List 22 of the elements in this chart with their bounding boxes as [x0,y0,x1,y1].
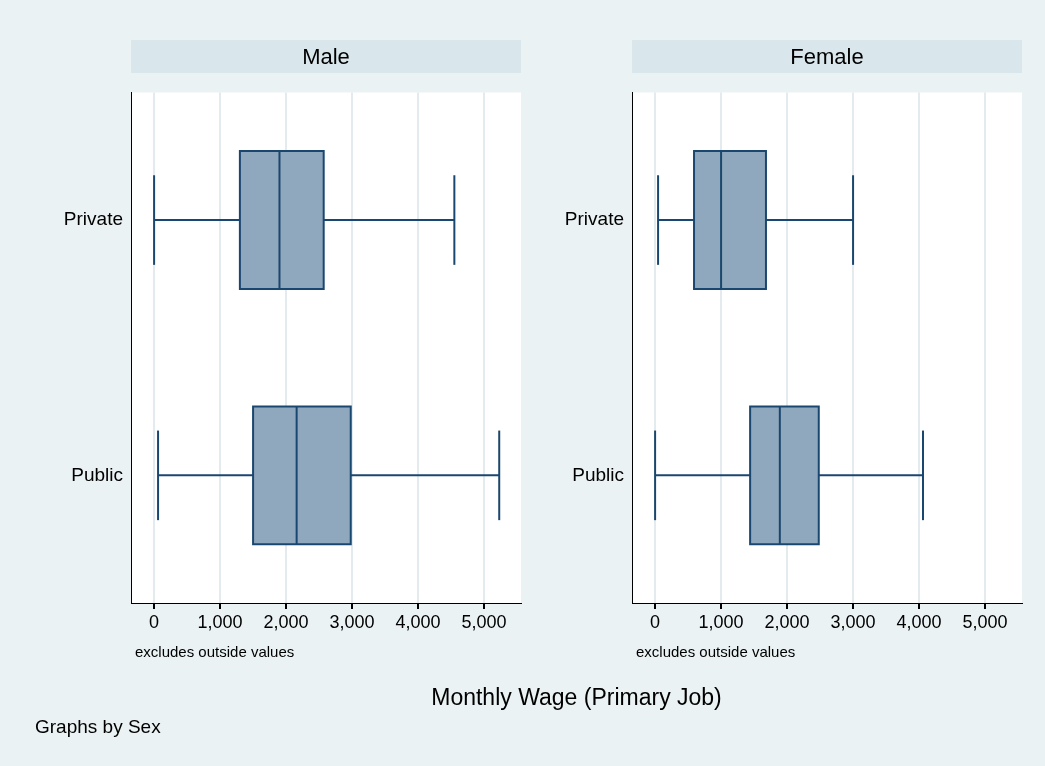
y-tick-label: Public [71,463,123,485]
x-tick-label: 1,000 [698,611,744,632]
text: Graphs by Sex [35,716,161,738]
x-tick-label: 2,000 [764,611,810,632]
x-tick-label: 0 [650,611,661,632]
x-tick-label: 2,000 [263,611,309,632]
y-tick-label: Private [63,208,123,230]
x-tick-label: 1,000 [197,611,243,632]
x-tick-label: 5,000 [962,611,1008,632]
x-tick-label: 4,000 [395,611,441,632]
x-tick-label: 0 [149,611,160,632]
chart-title: Female [632,40,1022,73]
x-tick-label: 3,000 [329,611,375,632]
x-tick-label: 4,000 [896,611,942,632]
chart-title: Male [131,40,521,73]
text: excludes outside values [636,642,796,660]
x-axis-title: Monthly Wage (Primary Job) [430,684,723,711]
x-tick-label: 3,000 [830,611,876,632]
x-tick-label: 5,000 [461,611,507,632]
text: excludes outside values [135,642,295,660]
y-tick-label: Private [564,208,624,230]
y-tick-label: Public [572,463,624,485]
